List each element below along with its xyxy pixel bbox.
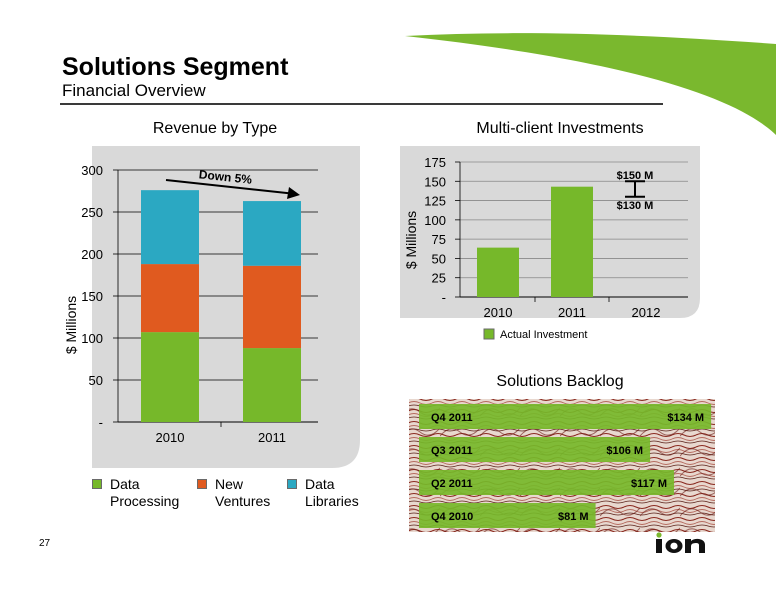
page-title: Solutions Segment xyxy=(62,53,289,81)
revenue-bar-segment xyxy=(243,348,301,422)
backlog-amount-label: $81 M xyxy=(558,511,589,523)
backlog-period-label: Q2 2011 xyxy=(431,478,473,490)
multiclient-x-tick-label: 2010 xyxy=(484,305,513,320)
multiclient-x-tick-label: 2012 xyxy=(632,305,661,320)
page-number: 27 xyxy=(39,538,51,549)
backlog-amount-label: $134 M xyxy=(667,412,704,424)
multiclient-y-ticks: - 25 50 75 100 125 150 175 xyxy=(424,155,446,305)
revenue-chart-title: Revenue by Type xyxy=(152,120,278,137)
multiclient-y-tick-label: 175 xyxy=(424,155,446,170)
legend-swatch-new-ventures xyxy=(197,479,207,489)
backlog-period-label: Q3 2011 xyxy=(431,445,473,457)
backlog-bar xyxy=(419,404,712,429)
legend-label-line1: New xyxy=(215,476,244,492)
revenue-x-tick-label: 2011 xyxy=(258,430,286,445)
legend-swatch-actual-investment xyxy=(483,328,495,340)
multiclient-bar xyxy=(477,247,519,297)
backlog-bar xyxy=(419,503,596,528)
revenue-bar-segment xyxy=(141,332,199,422)
revenue-x-labels: 2010 2011 xyxy=(156,430,286,445)
multiclient-y-tick-label: 125 xyxy=(424,194,446,209)
title-divider xyxy=(60,103,663,105)
revenue-y-tick-label: 200 xyxy=(81,247,103,262)
revenue-y-tick-label: 50 xyxy=(89,373,103,388)
revenue-bar-segment xyxy=(243,265,301,349)
revenue-y-tick-label: 150 xyxy=(81,289,103,304)
multiclient-y-tick-label: 100 xyxy=(424,213,446,228)
revenue-trend-arrow: Down 5% xyxy=(165,167,300,199)
revenue-bars xyxy=(141,190,301,422)
multiclient-bar xyxy=(551,186,593,297)
multiclient-chart-panel xyxy=(400,146,700,318)
multiclient-bars xyxy=(477,186,593,297)
revenue-bar-segment xyxy=(141,190,199,265)
multiclient-y-tick-label: 75 xyxy=(432,232,446,247)
backlog-bar xyxy=(419,470,675,495)
multiclient-2012-range xyxy=(625,180,645,198)
legend-label-line2: Ventures xyxy=(215,493,271,509)
multiclient-x-tick-label: 2011 xyxy=(558,305,586,320)
legend-swatch-data-processing xyxy=(92,479,102,489)
revenue-y-tick-label: 250 xyxy=(81,205,103,220)
multiclient-label-high: $150 M xyxy=(617,170,654,182)
legend-label-line1: Data xyxy=(110,476,140,492)
multiclient-y-tick-label: - xyxy=(442,290,446,305)
revenue-annotation: Down 5% xyxy=(198,167,253,187)
multiclient-y-axis-label: $ Millions xyxy=(403,211,419,269)
multiclient-y-tick-label: 50 xyxy=(432,251,446,266)
backlog-period-label: Q4 2011 xyxy=(431,412,473,424)
revenue-bar-segment xyxy=(243,201,301,266)
multiclient-y-tick-label: 150 xyxy=(424,174,446,189)
page-subtitle: Financial Overview xyxy=(62,81,206,100)
revenue-y-axis-label: $ Millions xyxy=(63,296,79,354)
legend-label-line1: Data xyxy=(305,476,335,492)
backlog-bars: Q4 2011 $134 M Q3 2011 $106 M Q2 2011 $117 M Q… xyxy=(419,404,712,528)
revenue-y-ticks: - 50 100 150 200 250 300 xyxy=(81,163,103,430)
revenue-y-tick-label: - xyxy=(99,415,103,430)
revenue-x-tick-label: 2010 xyxy=(156,430,185,445)
multiclient-label-low: $130 M xyxy=(617,200,654,212)
backlog-amount-label: $106 M xyxy=(606,445,643,457)
legend-label-line2: Libraries xyxy=(305,493,359,509)
backlog-title: Solutions Backlog xyxy=(496,373,624,390)
multiclient-y-tick-label: 25 xyxy=(432,271,446,286)
backlog-amount-label: $117 M xyxy=(631,478,667,490)
revenue-y-tick-label: 300 xyxy=(81,163,103,178)
legend-swatch-data-libraries xyxy=(287,479,297,489)
revenue-y-tick-label: 100 xyxy=(81,331,103,346)
multiclient-chart-title: Multi-client Investments xyxy=(476,120,644,137)
backlog-period-label: Q4 2010 xyxy=(431,511,473,523)
ion-logo xyxy=(656,532,705,553)
legend-label-line2: Processing xyxy=(110,493,180,509)
revenue-legend: Data Processing New Ventures Data Librar… xyxy=(92,476,382,516)
multiclient-x-labels: 2010 2011 2012 xyxy=(484,305,661,320)
backlog-bar xyxy=(419,437,651,462)
legend-label-actual-investment: Actual Investment xyxy=(500,329,587,341)
revenue-bar-segment xyxy=(141,264,199,333)
